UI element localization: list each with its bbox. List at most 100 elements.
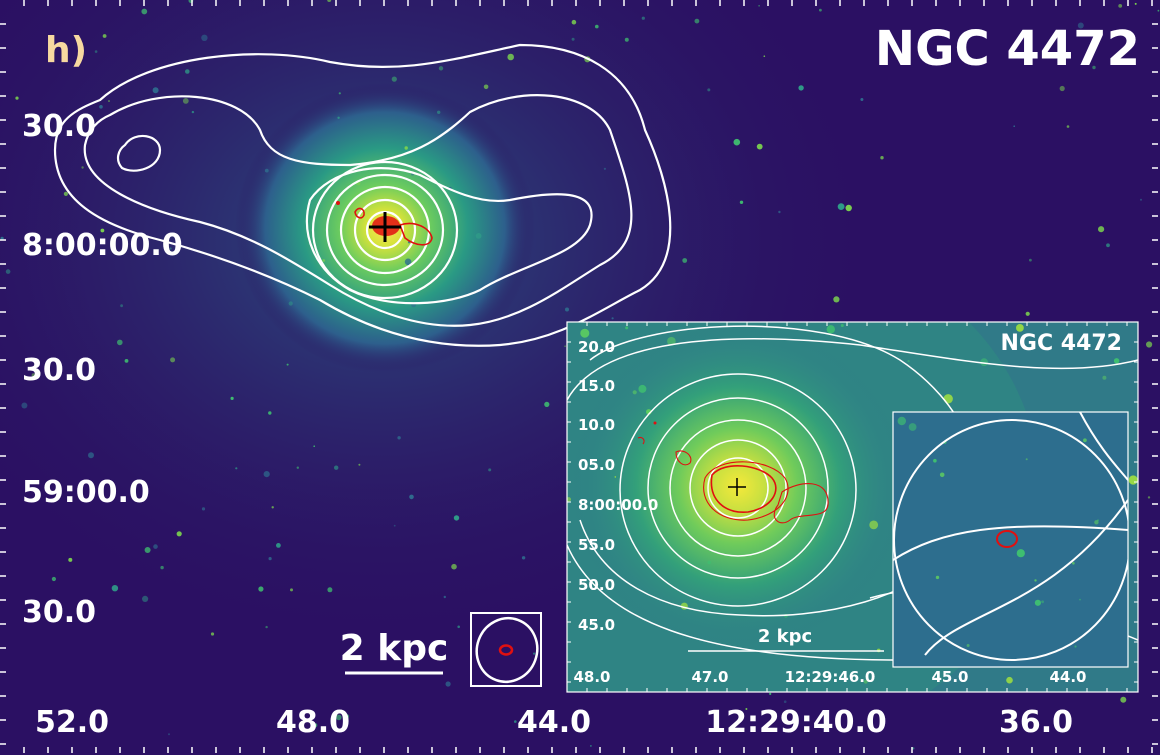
ra-tick-label: 52.0 — [35, 705, 109, 740]
zoom-inset: NGC 4472 20.0 15.0 10.0 05.0 8:00:00.0 5… — [566, 321, 1139, 693]
star — [1134, 2, 1137, 5]
star — [99, 105, 103, 109]
star — [144, 547, 151, 553]
star — [939, 472, 945, 478]
dec-tick-label: 30.0 — [22, 353, 96, 388]
inset-dec-tick-label: 45.0 — [578, 616, 615, 634]
star — [1006, 676, 1013, 684]
star — [235, 467, 238, 470]
star — [100, 228, 105, 233]
star — [778, 210, 781, 214]
dec-tick-label: 8:00:00.0 — [22, 228, 183, 263]
star — [837, 203, 845, 211]
star — [286, 363, 289, 366]
star — [102, 34, 107, 38]
star — [63, 191, 68, 196]
scale-bar-label: 2 kpc — [340, 628, 449, 669]
star — [1059, 85, 1065, 92]
star — [1146, 341, 1153, 348]
inset-dec-tick-label: 20.0 — [578, 338, 615, 356]
star — [783, 700, 787, 703]
star — [966, 644, 970, 647]
star — [296, 466, 299, 469]
ra-tick-label: 48.0 — [276, 705, 350, 740]
inset-scale-bar-label: 2 kpc — [758, 626, 812, 647]
star — [565, 307, 569, 312]
star — [912, 747, 915, 750]
star — [638, 384, 647, 393]
star — [391, 76, 397, 82]
star — [409, 494, 414, 500]
star — [819, 8, 822, 12]
inset-ra-tick-label: 44.0 — [1049, 668, 1086, 686]
star — [94, 50, 98, 53]
inset-ra-tick-label: 48.0 — [573, 668, 610, 686]
star — [603, 167, 607, 170]
panel-label: h) — [45, 30, 87, 71]
inset-ra-tick-label: 45.0 — [931, 668, 968, 686]
star — [614, 476, 617, 478]
star — [393, 524, 396, 527]
star — [1025, 458, 1028, 461]
star — [443, 595, 446, 599]
star — [1016, 549, 1025, 558]
star — [263, 471, 270, 478]
star — [51, 576, 57, 582]
star — [1077, 22, 1084, 29]
star — [625, 326, 629, 330]
star — [451, 563, 457, 570]
star — [1113, 358, 1120, 364]
star — [81, 166, 84, 169]
star — [68, 557, 73, 562]
star — [108, 100, 110, 102]
dec-tick-label: 30.0 — [22, 109, 96, 144]
star — [88, 452, 94, 459]
star — [475, 233, 482, 239]
star — [142, 595, 149, 603]
star — [1140, 198, 1142, 201]
star — [1128, 475, 1138, 485]
star — [667, 336, 676, 346]
star — [358, 463, 361, 466]
star — [168, 733, 170, 736]
star — [943, 394, 953, 404]
inset-ra-tick-label: 47.0 — [691, 668, 728, 686]
star — [641, 16, 645, 20]
star — [826, 325, 835, 334]
star — [182, 98, 189, 104]
star — [707, 560, 711, 565]
star — [264, 168, 269, 173]
star — [980, 358, 988, 367]
beam-box — [470, 612, 542, 687]
star — [571, 37, 575, 41]
star — [152, 87, 159, 94]
star — [1094, 520, 1099, 525]
star — [1147, 496, 1151, 499]
inset-dec-tick-label: 05.0 — [578, 456, 615, 474]
dec-tick-label: 59:00.0 — [22, 475, 150, 510]
inset-ra-tick-labels: 48.0 47.0 12:29:46.0 45.0 44.0 — [573, 668, 1086, 686]
star — [1074, 645, 1077, 648]
star — [935, 575, 940, 580]
star — [694, 18, 700, 24]
star — [5, 269, 11, 274]
inset-dec-tick-label: 55.0 — [578, 536, 615, 554]
star — [1041, 600, 1044, 604]
star — [453, 515, 460, 521]
ra-tick-label: 44.0 — [517, 705, 591, 740]
star — [820, 723, 825, 729]
figure-title: NGC 4472 — [875, 21, 1140, 77]
star — [185, 69, 190, 74]
inset-dec-tick-label: 8:00:00.0 — [578, 496, 658, 514]
star — [564, 345, 566, 348]
star — [845, 204, 852, 212]
star — [1102, 375, 1107, 380]
star — [313, 723, 318, 728]
star — [580, 328, 590, 338]
star — [798, 85, 804, 91]
star — [1016, 324, 1024, 332]
ra-tick-label: 12:29:40.0 — [705, 705, 887, 740]
star — [210, 632, 215, 636]
star — [1120, 696, 1127, 703]
star — [1013, 125, 1015, 127]
